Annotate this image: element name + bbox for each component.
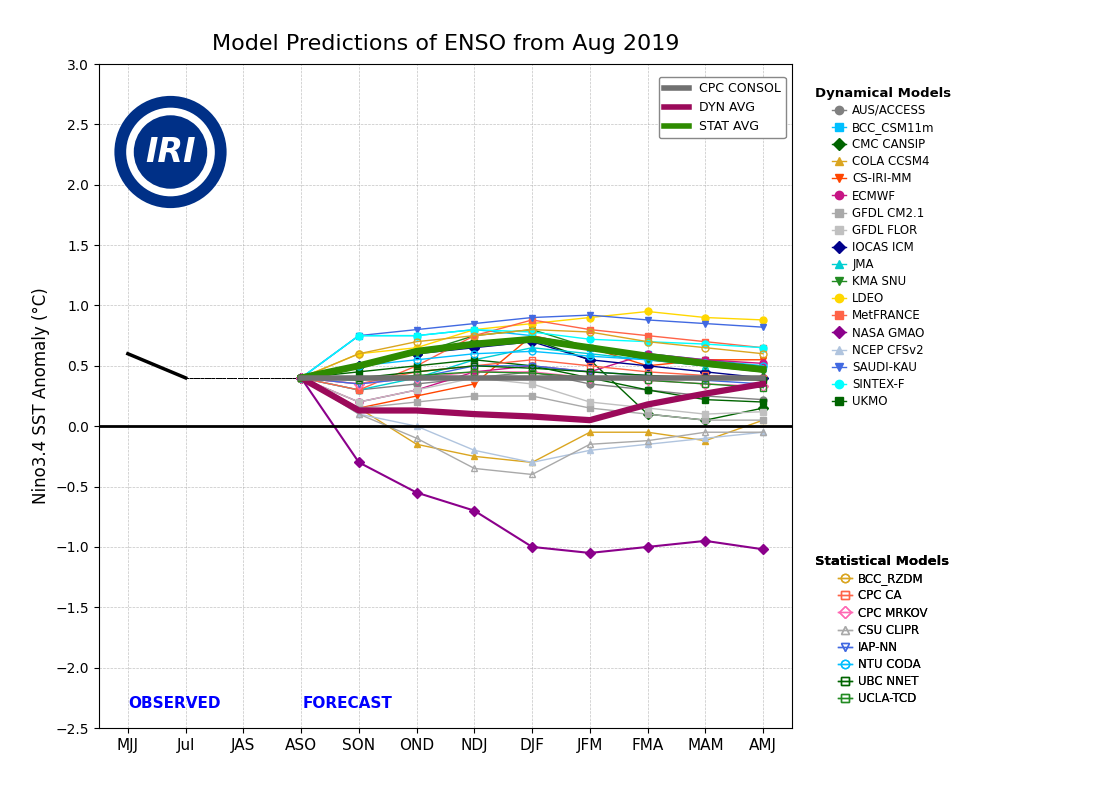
Circle shape [117, 98, 224, 206]
Circle shape [134, 115, 207, 189]
Text: IRI: IRI [145, 135, 196, 169]
Circle shape [125, 106, 216, 198]
Title: Model Predictions of ENSO from Aug 2019: Model Predictions of ENSO from Aug 2019 [211, 34, 680, 54]
Y-axis label: Nino3.4 SST Anomaly (°C): Nino3.4 SST Anomaly (°C) [32, 288, 51, 504]
Legend: BCC_RZDM, CPC CA, CPC MRKOV, CSU CLIPR, IAP-NN, NTU CODA, UBC NNET, UCLA-TCD: BCC_RZDM, CPC CA, CPC MRKOV, CSU CLIPR, … [812, 552, 953, 709]
Text: FORECAST: FORECAST [302, 696, 393, 711]
Text: OBSERVED: OBSERVED [128, 696, 220, 711]
